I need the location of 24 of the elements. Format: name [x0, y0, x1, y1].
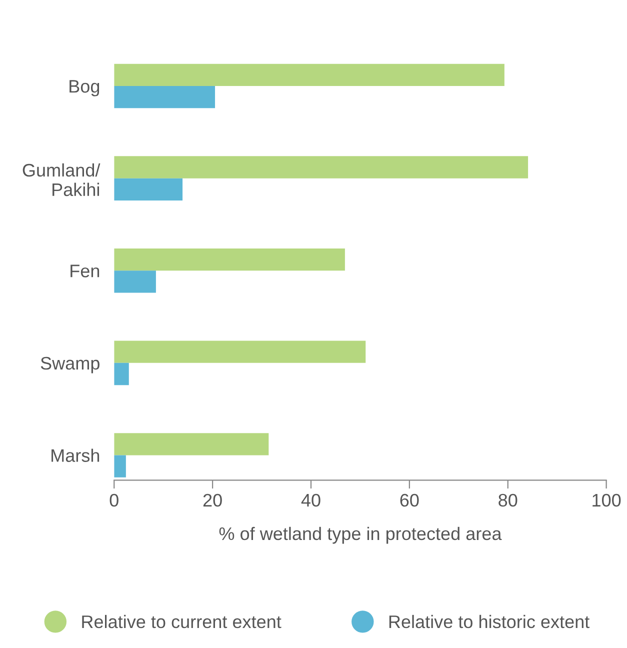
bar — [114, 248, 345, 271]
bar — [114, 64, 504, 86]
x-tick-label: 0 — [110, 494, 118, 507]
bar — [114, 156, 528, 178]
y-tick-label: Marsh — [52, 448, 100, 462]
y-tick-label: Gumland/ Pakihi — [22, 163, 100, 196]
x-axis-title: % of wetland type in protected area — [219, 526, 502, 544]
bar — [114, 340, 366, 363]
x-tick-label: 80 — [498, 494, 518, 507]
x-tick-label: 20 — [203, 494, 222, 507]
bar — [114, 455, 126, 478]
y-tick-label: Fen — [70, 264, 100, 278]
x-tick-label: 60 — [400, 494, 419, 507]
bar — [114, 270, 156, 293]
x-tick-label: 100 — [592, 494, 621, 507]
y-tick-label: Bog — [70, 80, 100, 96]
bar — [114, 362, 129, 386]
x-tick-label: 40 — [301, 494, 320, 507]
bar — [114, 86, 216, 108]
legend-label: Relative to current extent — [82, 614, 282, 628]
y-tick-label: Swamp — [40, 356, 100, 374]
bar — [114, 433, 269, 456]
legend-label: Relative to historic extent — [389, 614, 590, 628]
bar — [114, 178, 183, 200]
